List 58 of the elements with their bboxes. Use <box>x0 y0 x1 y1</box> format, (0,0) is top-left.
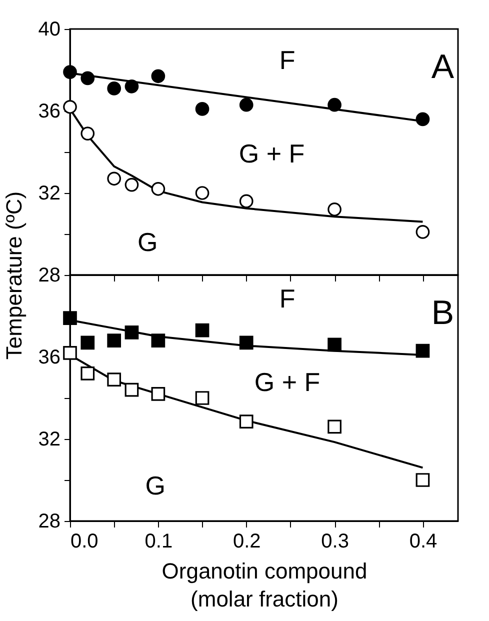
point <box>124 79 139 94</box>
x-tick-label: 0.4 <box>409 530 438 552</box>
point <box>328 202 342 216</box>
point <box>195 391 210 405</box>
point <box>328 338 342 352</box>
annotation: G + F <box>238 138 305 168</box>
annotation: F <box>279 44 296 75</box>
point <box>63 65 77 79</box>
y-tick-label: 40 <box>38 18 60 40</box>
annotation: G <box>145 470 166 501</box>
point <box>328 98 342 112</box>
point <box>239 414 254 428</box>
point <box>239 194 254 208</box>
y-tick-label: 28 <box>38 264 60 286</box>
point <box>151 334 166 348</box>
x-axis-title: Organotin compound (molar fraction) <box>162 558 368 612</box>
point <box>107 372 122 386</box>
x-tick-label: 0.1 <box>144 530 173 552</box>
point <box>124 325 139 340</box>
annotation: G <box>137 227 158 258</box>
point <box>124 382 139 397</box>
annotation: A <box>431 48 454 86</box>
x-tick-label: 0.0 <box>70 530 98 552</box>
point <box>107 334 122 348</box>
point <box>195 323 210 338</box>
point <box>80 71 95 86</box>
x-tick-label: 0.2 <box>232 530 261 552</box>
point <box>239 98 254 112</box>
y-tick-label: 36 <box>38 346 60 368</box>
point <box>124 178 139 192</box>
point <box>107 172 122 186</box>
point <box>80 366 95 380</box>
annotation: B <box>431 294 454 332</box>
point <box>416 112 430 126</box>
point <box>63 100 77 114</box>
annotation: G + F <box>254 367 320 398</box>
x-tick-label: 0.3 <box>321 530 349 552</box>
point <box>195 102 210 116</box>
point <box>416 225 430 239</box>
point <box>151 69 166 84</box>
point <box>80 126 95 140</box>
point <box>151 386 166 401</box>
point <box>239 336 254 350</box>
y-axis-title: Temperature (ºC) <box>1 191 26 360</box>
point <box>63 346 77 360</box>
y-tick-label: 32 <box>38 182 60 204</box>
point <box>328 420 342 434</box>
y-tick-label: 36 <box>38 100 60 122</box>
point <box>151 182 166 196</box>
y-tick-label: 32 <box>38 428 60 450</box>
point <box>80 336 95 350</box>
y-tick-label: 28 <box>38 510 60 532</box>
annotation: F <box>279 284 296 314</box>
point <box>195 186 210 200</box>
point <box>416 473 430 487</box>
point <box>107 82 122 96</box>
point <box>416 344 430 358</box>
point <box>63 311 77 325</box>
